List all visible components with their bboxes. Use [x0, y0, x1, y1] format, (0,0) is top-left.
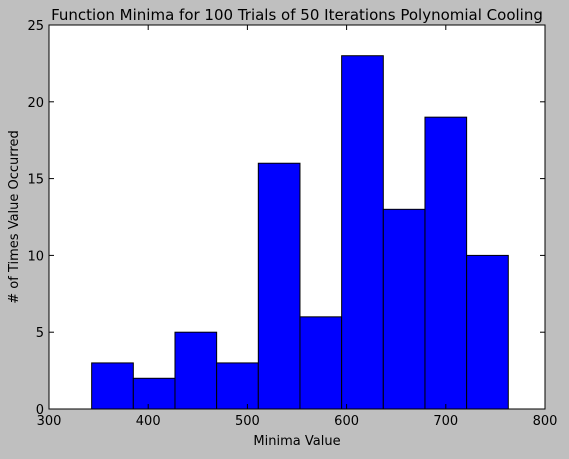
y-axis-label: # of Times Value Occurred: [7, 130, 22, 303]
bar-group: [91, 55, 509, 410]
y-tick-label: 20: [27, 96, 44, 111]
histogram-bar: [91, 362, 134, 410]
x-axis-label: Minima Value: [253, 434, 340, 449]
tick-group: 300 400 500 600 700 800 0 5 10 15 20 25: [27, 19, 557, 429]
histogram-bar: [216, 362, 259, 410]
x-tick-label: 300: [37, 414, 62, 429]
y-tick-label: 15: [27, 173, 44, 188]
x-tick-label: 800: [533, 414, 558, 429]
y-tick-label: 0: [36, 403, 44, 418]
histogram-bar: [174, 331, 218, 410]
x-tick-label: 500: [235, 414, 260, 429]
histogram-bar: [341, 55, 384, 410]
histogram-bar: [382, 208, 426, 410]
plot-frame: [48, 24, 546, 410]
histogram-bar: [466, 254, 509, 410]
histogram-bar: [299, 316, 343, 410]
histogram-bar: [132, 377, 176, 410]
x-tick-label: 700: [433, 414, 458, 429]
chart-title: Function Minima for 100 Trials of 50 Ite…: [51, 6, 543, 24]
x-tick-label: 600: [334, 414, 359, 429]
y-tick-label: 5: [36, 326, 44, 341]
x-tick-label: 400: [136, 414, 161, 429]
y-tick-label: 25: [27, 19, 44, 34]
histogram-bar: [257, 162, 301, 410]
y-tick-label: 10: [27, 249, 44, 264]
histogram-bar: [424, 116, 468, 410]
